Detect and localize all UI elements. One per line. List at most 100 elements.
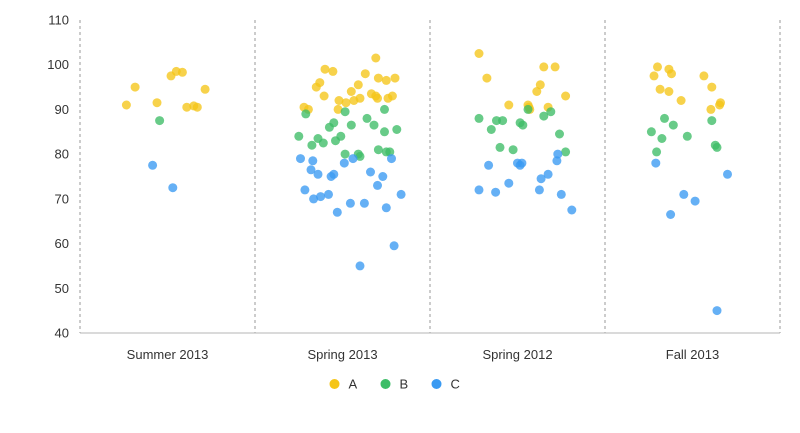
data-point-b — [318, 138, 328, 148]
data-point-b — [682, 131, 692, 141]
data-point-b — [555, 129, 564, 139]
data-point-a — [121, 100, 131, 110]
data-point-c — [474, 185, 484, 195]
data-point-c — [389, 241, 399, 251]
data-point-b — [523, 104, 533, 114]
data-point-a — [192, 102, 202, 112]
x-category-label: Spring 2012 — [482, 347, 552, 362]
data-point-b — [307, 140, 317, 150]
data-points — [121, 49, 732, 316]
data-point-c — [504, 178, 514, 188]
data-point-a — [561, 91, 571, 101]
data-point-b — [486, 125, 496, 134]
data-point-c — [366, 167, 375, 177]
data-point-b — [392, 125, 402, 134]
data-point-a — [550, 62, 560, 72]
data-point-a — [649, 71, 659, 81]
data-point-c — [536, 174, 546, 184]
data-point-c — [345, 198, 355, 208]
data-point-a — [482, 73, 492, 83]
legend-label: B — [400, 377, 409, 392]
data-point-b — [498, 116, 508, 126]
legend-item-a[interactable]: A — [329, 377, 358, 392]
x-category-label: Spring 2013 — [307, 347, 377, 362]
data-point-a — [177, 67, 187, 77]
data-point-a — [539, 62, 549, 72]
data-point-b — [652, 147, 662, 157]
legend-marker — [329, 379, 340, 389]
data-point-b — [340, 149, 350, 159]
data-point-c — [690, 196, 700, 206]
data-point-b — [657, 134, 667, 143]
data-point-a — [387, 91, 397, 101]
data-point-a — [315, 78, 325, 88]
data-point-c — [339, 158, 349, 168]
data-point-b — [539, 111, 549, 121]
data-point-b — [380, 127, 389, 137]
data-point-b — [660, 113, 669, 123]
data-point-c — [396, 189, 406, 199]
data-point-a — [333, 104, 343, 114]
data-point-b — [668, 120, 678, 130]
data-point-a — [334, 96, 344, 105]
data-point-a — [360, 69, 370, 79]
y-tick-label: 90 — [55, 102, 69, 117]
data-point-c — [373, 180, 382, 190]
data-point-b — [712, 142, 722, 152]
data-point-b — [362, 113, 372, 123]
data-point-b — [294, 131, 304, 141]
data-point-a — [152, 98, 162, 108]
data-point-b — [329, 118, 339, 128]
legend-item-c[interactable]: C — [431, 377, 460, 392]
y-tick-label: 80 — [55, 147, 69, 162]
data-point-a — [328, 66, 338, 76]
data-point-a — [353, 80, 363, 90]
data-point-c — [378, 172, 388, 181]
data-point-c — [712, 306, 722, 316]
data-point-c — [679, 189, 689, 199]
data-point-c — [332, 207, 342, 217]
data-point-c — [651, 158, 661, 168]
data-point-c — [359, 198, 369, 208]
data-point-a — [200, 84, 210, 94]
data-point-c — [723, 169, 732, 179]
data-point-a — [320, 64, 330, 74]
data-point-a — [707, 82, 717, 92]
legend-label: C — [451, 377, 460, 392]
data-point-c — [552, 156, 562, 166]
data-point-a — [319, 91, 329, 101]
data-point-c — [300, 185, 310, 195]
x-category-label: Fall 2013 — [666, 347, 719, 362]
data-point-c — [329, 169, 339, 179]
data-point-b — [340, 107, 350, 117]
data-point-b — [380, 104, 389, 114]
y-tick-label: 100 — [47, 57, 69, 72]
data-point-a — [716, 98, 725, 108]
data-point-c — [387, 154, 396, 164]
data-point-b — [546, 107, 556, 117]
data-point-a — [371, 53, 381, 63]
data-point-a — [474, 49, 484, 58]
data-point-a — [341, 98, 351, 108]
legend-item-b[interactable]: B — [380, 377, 409, 392]
data-point-c — [543, 169, 553, 179]
data-point-a — [664, 87, 674, 96]
data-point-a — [504, 100, 514, 110]
data-point-c — [381, 203, 391, 213]
data-point-b — [707, 116, 717, 126]
data-point-c — [313, 169, 323, 179]
data-point-b — [301, 109, 311, 119]
data-point-b — [518, 120, 528, 130]
data-point-b — [355, 151, 365, 161]
data-point-a — [535, 80, 545, 90]
data-point-c — [517, 158, 527, 168]
y-tick-label: 60 — [55, 236, 69, 251]
y-tick-label: 40 — [55, 326, 69, 341]
data-point-a — [706, 104, 716, 114]
legend-marker — [380, 379, 391, 389]
data-point-a — [390, 73, 400, 83]
data-point-a — [355, 93, 365, 103]
data-point-a — [373, 73, 383, 83]
